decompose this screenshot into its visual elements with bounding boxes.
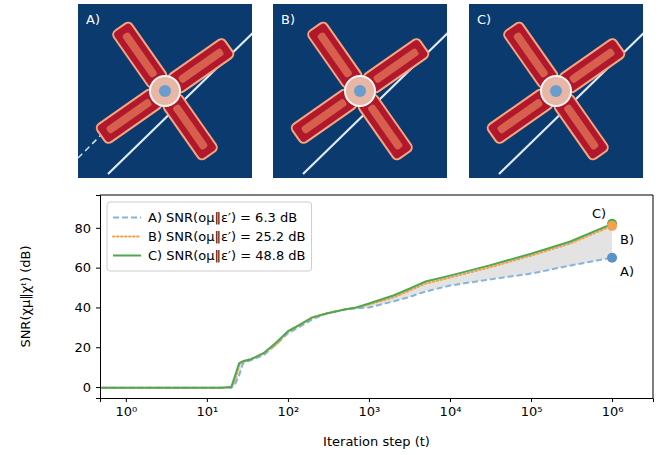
legend-label: C) SNR(oμ‖ε′) = 48.8 dB: [148, 248, 306, 263]
y-tick-mark: [96, 307, 100, 308]
y-tick: 0: [83, 380, 100, 395]
image-arm-core: [317, 31, 353, 78]
image-background: [78, 4, 252, 178]
x-tick-mark: [612, 398, 613, 402]
y-tick: 60: [74, 260, 100, 275]
x-tick: 10⁵: [521, 398, 543, 419]
image-content: [486, 21, 643, 174]
legend: A) SNR(oμ‖ε′) = 6.3 dB B) SNR(oμ‖ε′) = 25…: [107, 202, 312, 271]
frame: [653, 195, 654, 398]
x-axis-title: Iteration step (t): [323, 434, 430, 449]
image-streak: [108, 24, 252, 174]
annotation-label: A): [620, 264, 634, 279]
annotation-dot: [607, 221, 617, 231]
y-axis-title: SNR(χμ‖χᵗ) (dB): [18, 245, 33, 347]
x-tick-mark: [369, 398, 370, 402]
panel-label: A): [86, 12, 100, 27]
image-hub: [345, 76, 375, 106]
x-tick-mark: [450, 398, 451, 402]
x-tick-label: 10³: [359, 404, 381, 419]
x-tick-label: 10⁵: [521, 404, 543, 419]
image-content: [78, 21, 252, 174]
series-line: [101, 224, 612, 388]
image-panel: C): [469, 4, 653, 178]
y-tick: 80: [74, 220, 100, 235]
annotation-label: B): [620, 232, 634, 247]
x-axis-line: [101, 399, 654, 403]
image-arm-core: [300, 98, 347, 134]
image-hub-core: [159, 85, 171, 97]
y-tick-mark: [96, 228, 100, 229]
x-tick-mark: [207, 398, 208, 402]
image-content: [290, 21, 447, 174]
x-tick: 10⁶: [602, 398, 624, 419]
y-tick-label: 40: [74, 300, 91, 315]
y-tick-label: 20: [74, 340, 91, 355]
x-tick-label: 10²: [278, 404, 300, 419]
x-tick: 10⁴: [440, 398, 462, 419]
x-tick-mark: [531, 398, 532, 402]
y-tick-label: 80: [74, 220, 91, 235]
legend-swatch: [113, 255, 141, 257]
legend-label: A) SNR(oμ‖ε′) = 6.3 dB: [148, 210, 297, 225]
image-arm-core: [367, 103, 403, 150]
shaded-band: [101, 224, 612, 388]
frame: [100, 195, 653, 196]
image-streak: [499, 24, 643, 174]
x-tick-label: 10⁶: [602, 404, 624, 419]
image-arm-core: [513, 31, 549, 78]
x-axis: 10⁰ 10¹ 10² 10³ 10⁴ 10⁵ 10⁶: [101, 398, 654, 419]
y-tick-mark: [96, 387, 100, 388]
x-tick: 10⁰: [115, 398, 137, 419]
image-arm-core: [563, 103, 599, 150]
figure: A) B) C) 10⁰ 10¹ 10² 10³ 10⁴ 10⁵ 10⁶ 0 20 40 60 80 Iter…: [0, 0, 672, 455]
x-tick-mark: [126, 398, 127, 402]
y-tick: 40: [74, 300, 100, 315]
image-streak: [303, 24, 447, 174]
legend-box: [107, 202, 312, 271]
panel-label: B): [281, 12, 295, 27]
x-tick-mark: [288, 398, 289, 402]
image-background: [469, 4, 643, 178]
image-arm-core: [172, 103, 208, 150]
y-tick-mark: [96, 347, 100, 348]
annotation-label: C): [592, 206, 606, 221]
image-arm-core: [177, 48, 224, 84]
x-tick-label: 10⁰: [115, 404, 137, 419]
image-panel: A): [78, 4, 262, 178]
y-axis: 0 20 40 60 80: [74, 196, 100, 399]
image-arm-core: [372, 48, 419, 84]
y-tick-label: 0: [83, 380, 91, 395]
legend-swatch: [113, 236, 141, 238]
image-arm-core: [496, 98, 543, 134]
annotation-dot: [607, 253, 617, 263]
legend-label: B) SNR(oμ‖ε′) = 25.2 dB: [148, 229, 305, 244]
y-tick: 20: [74, 340, 100, 355]
image-panel: B): [273, 4, 457, 178]
image-hub-core: [550, 85, 562, 97]
x-tick: 10²: [278, 398, 300, 419]
x-tick: 10¹: [196, 398, 218, 419]
image-arm-core: [568, 48, 615, 84]
x-tick-label: 10¹: [196, 404, 218, 419]
y-axis-line: [96, 196, 101, 399]
x-tick: 10³: [359, 398, 381, 419]
legend-swatch: [113, 217, 141, 219]
image-hub-core: [354, 85, 366, 97]
series-line: [101, 258, 612, 388]
x-tick-label: 10⁴: [440, 404, 462, 419]
image-background: [273, 4, 447, 178]
image-arm-core: [105, 98, 152, 134]
image-hub: [150, 76, 180, 106]
panel-label: C): [477, 12, 491, 27]
y-tick-label: 60: [74, 260, 91, 275]
image-hub: [541, 76, 571, 106]
image-arm-core: [122, 31, 158, 78]
y-tick-mark: [96, 268, 100, 269]
